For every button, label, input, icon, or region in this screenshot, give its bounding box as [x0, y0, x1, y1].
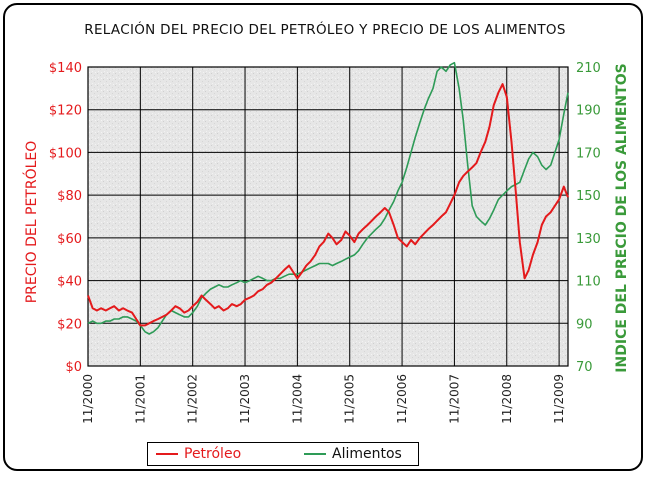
plot-area: [87, 66, 569, 367]
x-tick-label: 11/2006: [395, 374, 409, 424]
left-tick-label: $0: [65, 360, 82, 375]
left-tick-label: $120: [49, 104, 82, 119]
legend-label-petroleo: Petróleo: [184, 446, 242, 462]
right-tick-label: 90: [576, 317, 593, 332]
x-axis-ticks: 11/2000 11/2001 11/2002 11/2003 11/2004 11/20…: [81, 374, 566, 424]
right-tick-label: 150: [576, 189, 601, 204]
right-axis-ticks: 70 90 110 130 150 170 190 210: [576, 61, 601, 375]
x-tick-label: 11/2005: [343, 374, 357, 424]
right-tick-label: 130: [576, 232, 601, 247]
right-tick-label: 110: [576, 275, 601, 290]
left-axis-ticks: $0 $20 $40 $60 $80 $100 $120 $140: [49, 61, 82, 375]
x-tick-label: 11/2004: [290, 374, 304, 424]
left-tick-label: $40: [57, 275, 82, 290]
legend-swatch-alimentos: [304, 453, 326, 455]
series-line-petroleo: [87, 83, 569, 327]
grid: [87, 66, 568, 367]
left-tick-label: $20: [57, 317, 82, 332]
plot-background: [87, 66, 569, 367]
right-tick-label: 210: [576, 61, 601, 76]
left-tick-label: $100: [49, 146, 82, 161]
legend-item-alimentos: Alimentos: [304, 446, 402, 462]
left-axis-label: PRECIO DEL PETRÓLEO: [22, 141, 40, 304]
x-tick-label: 11/2002: [186, 374, 200, 424]
x-tick-label: 11/2007: [447, 374, 461, 424]
right-tick-label: 170: [576, 146, 601, 161]
x-tick-label: 11/2003: [238, 374, 252, 424]
legend-label-alimentos: Alimentos: [332, 446, 402, 462]
left-tick-label: $80: [57, 189, 82, 204]
series-layer: [87, 61, 569, 335]
right-tick-label: 190: [576, 104, 601, 119]
chart-title: RELACIÓN DEL PRECIO DEL PETRÓLEO Y PRECI…: [84, 22, 566, 38]
left-tick-label: $140: [49, 61, 82, 76]
x-tick-label: 11/2009: [552, 374, 566, 424]
legend-item-petroleo: Petróleo: [156, 446, 241, 462]
right-axis-label: INDICE DEL PRECIO DE LOS ALIMENTOS: [614, 63, 630, 372]
x-tick-label: 11/2000: [81, 374, 95, 424]
legend-swatch-petroleo: [156, 453, 178, 455]
x-tick-label: 11/2008: [500, 374, 514, 424]
right-tick-label: 70: [576, 360, 593, 375]
left-tick-label: $60: [57, 232, 82, 247]
legend: Petróleo Alimentos: [147, 442, 419, 466]
x-tick-label: 11/2001: [133, 374, 147, 424]
